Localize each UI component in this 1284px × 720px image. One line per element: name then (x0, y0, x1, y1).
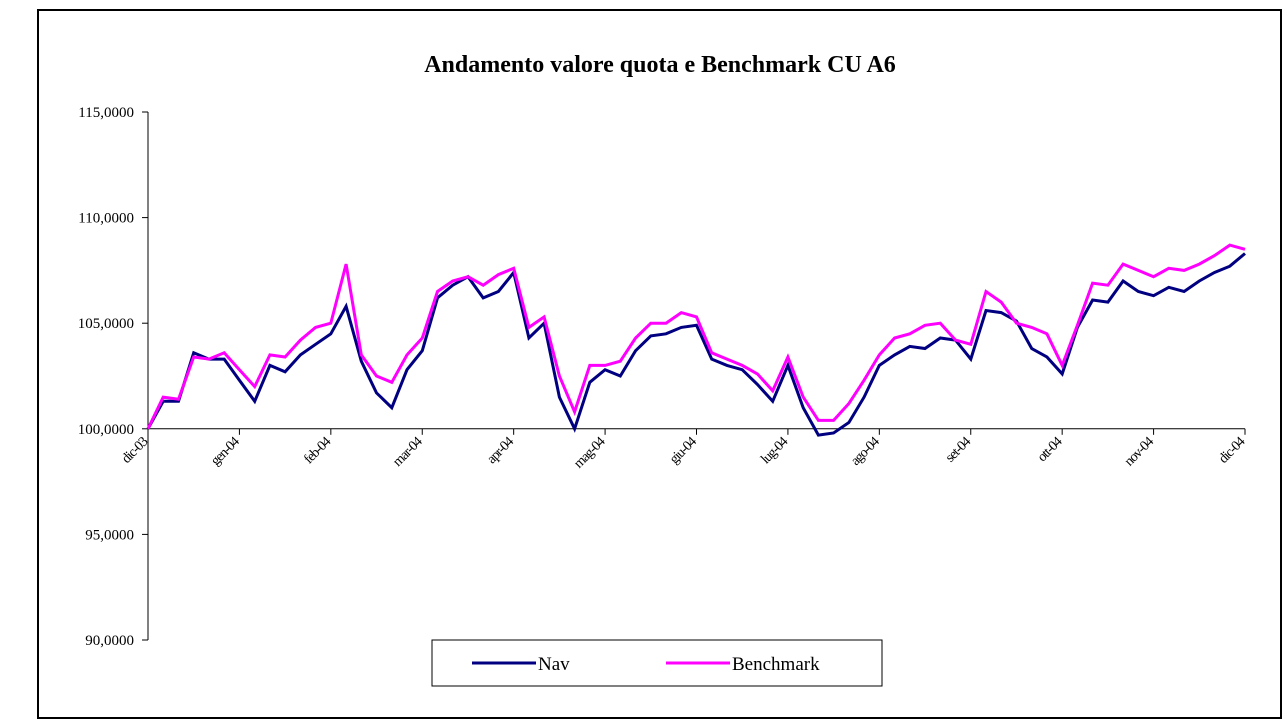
chart-border (37, 9, 1282, 719)
y-tick-label: 115,0000 (78, 105, 134, 121)
legend-label: Benchmark (732, 654, 820, 675)
line-series (146, 252, 1246, 437)
y-tick-label: 90,0000 (85, 633, 134, 649)
y-tick-label: 105,0000 (78, 316, 134, 332)
line-series (146, 243, 1246, 430)
chart-title: Andamento valore quota e Benchmark CU A6 (424, 52, 896, 78)
y-tick-label: 95,0000 (85, 527, 134, 543)
legend-label: Nav (538, 654, 570, 675)
y-tick-label: 110,0000 (78, 211, 134, 227)
y-tick-label: 100,0000 (78, 422, 134, 438)
